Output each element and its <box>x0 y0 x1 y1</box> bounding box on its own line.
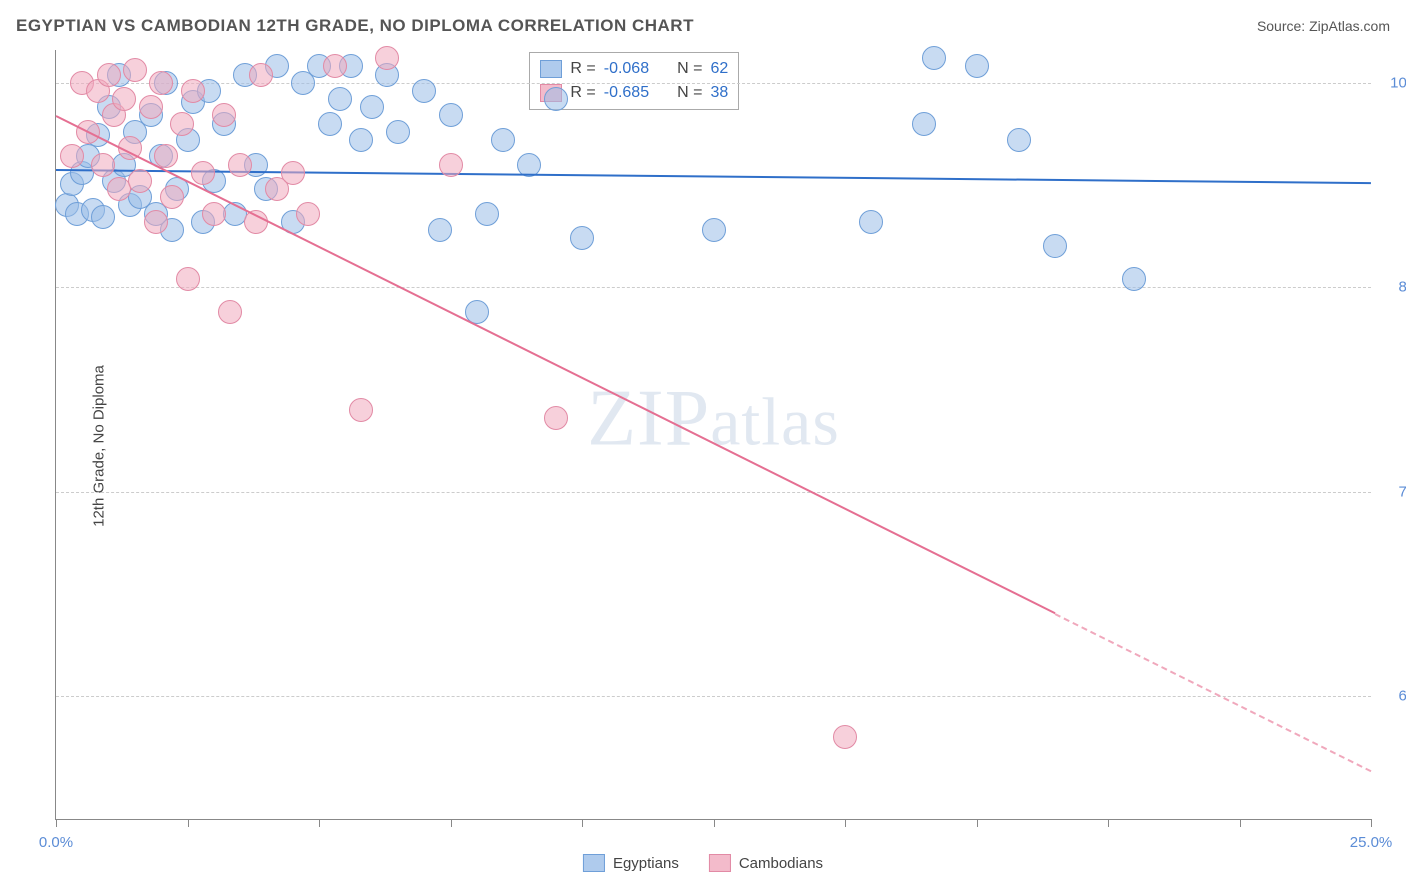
legend-r-label: R = <box>570 57 595 81</box>
scatter-point <box>428 218 452 242</box>
xtick <box>714 819 715 827</box>
xtick <box>1371 819 1372 827</box>
legend-r-value: -0.068 <box>604 57 649 81</box>
scatter-point <box>328 87 352 111</box>
scatter-point <box>475 202 499 226</box>
ytick-label: 87.5% <box>1381 279 1406 296</box>
title-bar: EGYPTIAN VS CAMBODIAN 12TH GRADE, NO DIP… <box>16 16 1390 36</box>
legend-n-label: N = <box>677 81 702 105</box>
scatter-point <box>176 267 200 291</box>
xtick <box>451 819 452 827</box>
scatter-point <box>965 54 989 78</box>
scatter-point <box>323 54 347 78</box>
scatter-point <box>281 161 305 185</box>
xtick <box>1240 819 1241 827</box>
watermark: ZIPatlas <box>587 374 840 465</box>
legend-n-value: 62 <box>710 57 728 81</box>
series-legend: Egyptians Cambodians <box>583 854 823 872</box>
legend-item: Cambodians <box>709 854 823 872</box>
scatter-point <box>181 79 205 103</box>
scatter-point <box>91 153 115 177</box>
scatter-point <box>212 103 236 127</box>
scatter-point <box>160 185 184 209</box>
ytick-label: 75.0% <box>1381 483 1406 500</box>
gridline-h <box>56 287 1371 288</box>
ytick-label: 100.0% <box>1381 74 1406 91</box>
scatter-point <box>859 210 883 234</box>
scatter-point <box>318 112 342 136</box>
scatter-point <box>191 161 215 185</box>
legend-label: Cambodians <box>739 855 823 872</box>
scatter-point <box>60 144 84 168</box>
scatter-point <box>123 58 147 82</box>
scatter-point <box>386 120 410 144</box>
scatter-point <box>349 398 373 422</box>
scatter-point <box>375 46 399 70</box>
xtick <box>1108 819 1109 827</box>
scatter-point <box>202 202 226 226</box>
legend-row: R = -0.068 N = 62 <box>540 57 728 81</box>
legend-swatch <box>540 60 562 78</box>
scatter-point <box>112 87 136 111</box>
scatter-point <box>149 71 173 95</box>
scatter-point <box>491 128 515 152</box>
scatter-point <box>412 79 436 103</box>
chart-title: EGYPTIAN VS CAMBODIAN 12TH GRADE, NO DIP… <box>16 16 694 36</box>
trend-line <box>1055 613 1371 772</box>
scatter-point <box>360 95 384 119</box>
scatter-point <box>702 218 726 242</box>
scatter-point <box>296 202 320 226</box>
xtick-label: 25.0% <box>1350 834 1393 851</box>
scatter-point <box>349 128 373 152</box>
ytick-label: 62.5% <box>1381 688 1406 705</box>
xtick <box>188 819 189 827</box>
legend-r-label: R = <box>570 81 595 105</box>
legend-row: R = -0.685 N = 38 <box>540 81 728 105</box>
legend-n-value: 38 <box>710 81 728 105</box>
source-label: Source: ZipAtlas.com <box>1257 18 1390 34</box>
legend-swatch <box>583 854 605 872</box>
scatter-point <box>1043 234 1067 258</box>
plot-area: ZIPatlas R = -0.068 N = 62R = -0.685 N = 38 62… <box>55 50 1371 820</box>
scatter-point <box>439 103 463 127</box>
scatter-point <box>922 46 946 70</box>
xtick <box>56 819 57 827</box>
scatter-point <box>228 153 252 177</box>
gridline-h <box>56 696 1371 697</box>
scatter-point <box>218 300 242 324</box>
xtick <box>582 819 583 827</box>
legend-r-value: -0.685 <box>604 81 649 105</box>
scatter-point <box>249 63 273 87</box>
trend-line <box>56 116 1056 615</box>
scatter-point <box>91 205 115 229</box>
scatter-point <box>833 725 857 749</box>
legend-label: Egyptians <box>613 855 679 872</box>
scatter-point <box>439 153 463 177</box>
scatter-point <box>139 95 163 119</box>
legend-item: Egyptians <box>583 854 679 872</box>
trend-line <box>56 169 1371 184</box>
scatter-point <box>170 112 194 136</box>
xtick-label: 0.0% <box>39 834 73 851</box>
scatter-point <box>544 87 568 111</box>
legend-n-label: N = <box>677 57 702 81</box>
scatter-point <box>570 226 594 250</box>
scatter-point <box>128 169 152 193</box>
xtick <box>319 819 320 827</box>
xtick <box>977 819 978 827</box>
scatter-point <box>1122 267 1146 291</box>
scatter-point <box>97 63 121 87</box>
xtick <box>845 819 846 827</box>
legend-swatch <box>709 854 731 872</box>
scatter-point <box>1007 128 1031 152</box>
scatter-point <box>544 406 568 430</box>
scatter-point <box>144 210 168 234</box>
scatter-point <box>912 112 936 136</box>
gridline-h <box>56 492 1371 493</box>
